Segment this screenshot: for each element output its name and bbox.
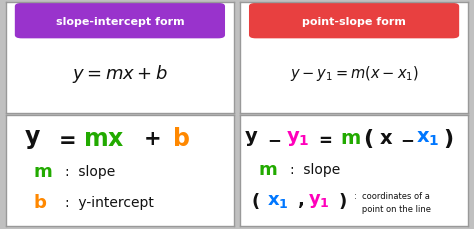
Text: :  y-intercept: : y-intercept bbox=[65, 195, 154, 209]
Text: $\mathbf{=}$: $\mathbf{=}$ bbox=[315, 129, 333, 147]
Text: $\mathbf{-}$: $\mathbf{-}$ bbox=[400, 129, 414, 147]
Text: :  slope: : slope bbox=[65, 164, 115, 178]
Text: $y = mx + b$: $y = mx + b$ bbox=[72, 63, 168, 84]
Text: $y - y_1 = m(x - x_1)$: $y - y_1 = m(x - x_1)$ bbox=[290, 64, 419, 83]
Text: $\mathbf{mx}$: $\mathbf{mx}$ bbox=[83, 126, 125, 150]
Text: $\mathbf{x_1}$: $\mathbf{x_1}$ bbox=[267, 191, 289, 209]
Text: $\mathbf{m}$: $\mathbf{m}$ bbox=[33, 162, 53, 180]
Text: $\mathbf{,}$: $\mathbf{,}$ bbox=[297, 191, 304, 209]
Text: $\mathbf{b}$: $\mathbf{b}$ bbox=[33, 193, 47, 211]
Text: $\mathbf{-}$: $\mathbf{-}$ bbox=[267, 129, 282, 147]
Text: $\mathbf{y_1}$: $\mathbf{y_1}$ bbox=[285, 128, 309, 147]
Text: point-slope form: point-slope form bbox=[302, 16, 406, 27]
FancyBboxPatch shape bbox=[15, 4, 225, 39]
Text: $\mathbf{)}$: $\mathbf{)}$ bbox=[338, 190, 347, 210]
Text: slope-intercept form: slope-intercept form bbox=[55, 16, 184, 27]
Text: :  coordinates of a: : coordinates of a bbox=[354, 191, 430, 200]
Text: $\mathbf{b}$: $\mathbf{b}$ bbox=[173, 126, 191, 150]
Text: :  slope: : slope bbox=[290, 162, 340, 176]
Text: $\mathbf{)}$: $\mathbf{)}$ bbox=[443, 126, 454, 149]
Text: $\mathbf{x}$: $\mathbf{x}$ bbox=[379, 128, 393, 147]
Text: $\mathbf{(}$: $\mathbf{(}$ bbox=[251, 190, 260, 210]
Text: point on the line: point on the line bbox=[354, 204, 431, 213]
Text: $\mathbf{y}$: $\mathbf{y}$ bbox=[245, 128, 259, 147]
Text: $\mathbf{m}$: $\mathbf{m}$ bbox=[258, 160, 277, 178]
Text: $\mathbf{(}$: $\mathbf{(}$ bbox=[363, 126, 374, 149]
FancyBboxPatch shape bbox=[249, 4, 459, 39]
Text: $\mathbf{+}$: $\mathbf{+}$ bbox=[143, 128, 160, 148]
Text: $\mathbf{y}$: $\mathbf{y}$ bbox=[24, 126, 41, 150]
Text: $\mathbf{=}$: $\mathbf{=}$ bbox=[54, 128, 75, 148]
Text: $\mathbf{y_1}$: $\mathbf{y_1}$ bbox=[309, 191, 330, 209]
Text: $\mathbf{m}$: $\mathbf{m}$ bbox=[340, 128, 361, 147]
Text: $\mathbf{x_1}$: $\mathbf{x_1}$ bbox=[416, 128, 439, 147]
